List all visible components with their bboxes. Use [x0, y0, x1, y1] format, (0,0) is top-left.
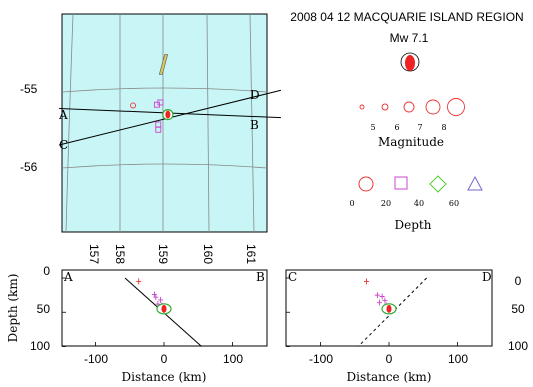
profile-label-c: C	[59, 138, 68, 152]
magnitude-tick-label: 5	[370, 123, 375, 132]
profile-label-b: B	[250, 118, 259, 132]
magnitude-legend-title: Magnitude	[378, 135, 444, 149]
event-marker	[153, 294, 159, 301]
magnitude-circle	[447, 98, 465, 116]
magnitude-circle	[403, 101, 415, 113]
y-tick-label: 50	[37, 302, 51, 316]
y-tick-label: 100	[30, 339, 50, 353]
depth-symbol-diamond	[429, 175, 447, 193]
event-marker	[157, 99, 164, 106]
focal-mechanism-icon	[400, 52, 420, 72]
depth-symbol-triangle	[467, 175, 483, 191]
y-tick-label: 0	[515, 274, 522, 288]
map-panel: -55 -56 A B C D 157 158 159 160 161	[20, 13, 282, 264]
depth-tick-label: 40	[414, 199, 424, 208]
depth-legend: 0 20 40 60	[349, 175, 483, 208]
legend-panel: 2008 04 12 MACQUARIE ISLAND REGION Mw 7.…	[290, 10, 523, 232]
meridian-160	[206, 13, 210, 233]
mainshock-marker	[165, 110, 171, 119]
depth-tick-label: 20	[381, 199, 391, 208]
y-tick-label: 50	[511, 302, 525, 316]
x-tick-label: 100	[448, 352, 468, 366]
depth-tick-label: 0	[349, 199, 354, 208]
x-tick-label: -100	[309, 352, 333, 366]
map-background	[61, 13, 268, 233]
event-marker	[136, 278, 142, 285]
meridian-161	[249, 13, 255, 233]
section-start-label: C	[288, 270, 297, 284]
magnitude-label: Mw 7.1	[390, 31, 429, 45]
section-start-label: A	[63, 270, 73, 284]
lat-tick-label: -56	[20, 160, 38, 174]
depth-tick-label: 60	[449, 199, 459, 208]
magnitude-circle	[425, 99, 441, 115]
x-axis-label: Distance (km)	[347, 370, 432, 384]
meridian-157	[65, 13, 74, 233]
chart-title: 2008 04 12 MACQUARIE ISLAND REGION	[290, 10, 523, 24]
beachball-compression	[405, 55, 415, 71]
depth-legend-title: Depth	[395, 218, 432, 232]
map-grid	[61, 13, 268, 233]
magnitude-tick-label: 7	[417, 123, 422, 132]
x-tick-label: 0	[386, 352, 393, 366]
event-marker	[130, 102, 137, 109]
profile-label-a: A	[58, 108, 68, 122]
section-end-label: D	[482, 270, 492, 284]
magnitude-legend: 5 6 7 8	[359, 98, 465, 132]
y-tick-label: 0	[43, 264, 50, 278]
lon-tick-label: 161	[244, 244, 258, 264]
mainshock-marker	[161, 304, 167, 313]
cross-section-ab: A B Depth (km) 0 50 100 -100 0 100 Dista…	[6, 264, 268, 384]
lon-tick-label: 160	[201, 244, 215, 264]
event-marker	[376, 299, 382, 306]
cross-section-cd: C D 0 50 100 -100 0 100 Distance (km)	[285, 269, 528, 384]
lon-tick-label: 157	[87, 244, 101, 264]
event-marker	[155, 126, 162, 133]
event-marker	[363, 278, 369, 285]
event-marker	[374, 292, 380, 299]
parallel-56	[61, 163, 268, 169]
x-tick-label: 0	[161, 352, 168, 366]
lon-tick-label: 158	[113, 244, 127, 264]
y-axis-label: Depth (km)	[6, 274, 20, 343]
lat-tick-label: -55	[20, 82, 38, 96]
x-tick-label: -100	[84, 352, 108, 366]
magnitude-circle	[381, 103, 389, 111]
island-shape	[158, 54, 169, 75]
event-marker	[158, 296, 164, 303]
magnitude-tick-label: 8	[441, 123, 446, 132]
event-marker	[382, 297, 388, 304]
mainshock-marker	[386, 304, 392, 313]
event-marker	[379, 293, 385, 300]
depth-symbol-circle	[358, 176, 374, 192]
x-axis-label: Distance (km)	[122, 370, 207, 384]
parallel-55	[61, 87, 268, 93]
y-tick-label: 100	[508, 339, 528, 353]
section-end-label: B	[256, 270, 265, 284]
x-tick-label: 100	[223, 352, 243, 366]
profile-label-d: D	[250, 88, 260, 102]
magnitude-tick-label: 6	[394, 123, 399, 132]
lon-tick-label: 159	[156, 244, 170, 264]
depth-symbol-square	[394, 176, 408, 190]
magnitude-circle	[359, 104, 365, 110]
